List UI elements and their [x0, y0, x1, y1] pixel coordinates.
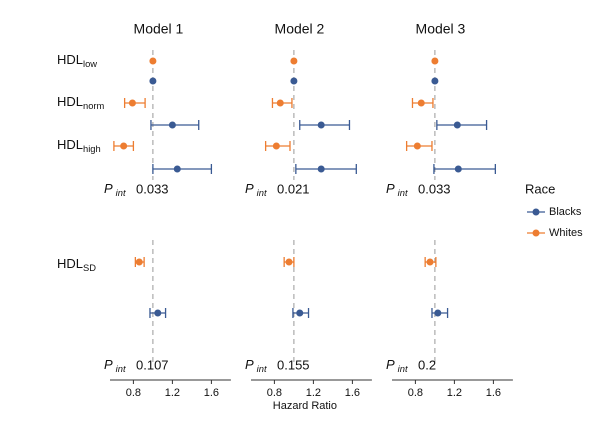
p-int-label-sub: int [116, 188, 126, 198]
p-int-label-main: P [386, 181, 395, 196]
point [276, 99, 284, 107]
row-label-main: HDL [57, 52, 83, 67]
point [417, 99, 425, 107]
point [154, 309, 162, 317]
point [120, 142, 128, 150]
p-int-label-main: P [104, 357, 113, 372]
p-int-label-main: P [386, 357, 395, 372]
x-tick-label: 1.2 [165, 387, 180, 399]
p-int-value: 0.033 [418, 181, 451, 196]
row-label: HDLhigh [57, 137, 101, 154]
point [290, 77, 298, 85]
point [173, 165, 181, 173]
point [317, 165, 325, 173]
x-tick-label: 1.6 [486, 387, 501, 399]
row-label-main: HDL [57, 137, 83, 152]
x-tick-label: 1.6 [204, 387, 219, 399]
point [128, 99, 136, 107]
row-label-main: HDL [57, 256, 83, 271]
x-tick-label: 0.8 [408, 387, 423, 399]
row-label: HDLlow [57, 52, 97, 69]
x-tick-label: 0.8 [267, 387, 282, 399]
p-int-value: 0.107 [136, 357, 169, 372]
panel-title: Model 1 [134, 21, 184, 37]
row-label-sub: SD [83, 263, 96, 273]
point [285, 258, 293, 266]
point [168, 121, 176, 129]
row-label-main: HDL [57, 94, 83, 109]
x-tick-label: 1.6 [345, 387, 360, 399]
legend-label: Whites [549, 227, 583, 239]
point [426, 258, 434, 266]
p-int-label-main: P [104, 181, 113, 196]
point [453, 121, 461, 129]
point [296, 309, 304, 317]
row-label: HDLnorm [57, 94, 105, 111]
point [454, 165, 462, 173]
legend-marker [532, 229, 540, 237]
point [434, 309, 442, 317]
row-label-sub: low [83, 59, 97, 69]
p-int-label-sub: int [257, 188, 267, 198]
row-label: HDLSD [57, 256, 96, 273]
point [135, 258, 143, 266]
point [149, 77, 157, 85]
legend-title: Race [525, 181, 555, 196]
p-int-value: 0.2 [418, 357, 436, 372]
point [431, 57, 439, 65]
p-int-value: 0.155 [277, 357, 310, 372]
p-int-value: 0.021 [277, 181, 310, 196]
panel-title: Model 2 [275, 21, 325, 37]
point [431, 77, 439, 85]
p-int-label-main: P [245, 357, 254, 372]
x-tick-label: 1.2 [306, 387, 321, 399]
x-axis-label: Hazard Ratio [273, 400, 337, 412]
point [272, 142, 280, 150]
x-tick-label: 1.2 [447, 387, 462, 399]
p-int-label-main: P [245, 181, 254, 196]
point [413, 142, 421, 150]
point [149, 57, 157, 65]
legend-label: Blacks [549, 206, 582, 218]
p-int-label-sub: int [398, 188, 408, 198]
p-int-value: 0.033 [136, 181, 169, 196]
row-label-sub: high [83, 144, 101, 154]
point [317, 121, 325, 129]
p-int-label-sub: int [116, 364, 126, 374]
panel-title: Model 3 [416, 21, 466, 37]
legend-marker [532, 208, 540, 216]
row-label-sub: norm [83, 101, 105, 111]
point [290, 57, 298, 65]
x-tick-label: 0.8 [126, 387, 141, 399]
p-int-label-sub: int [398, 364, 408, 374]
p-int-label-sub: int [257, 364, 267, 374]
